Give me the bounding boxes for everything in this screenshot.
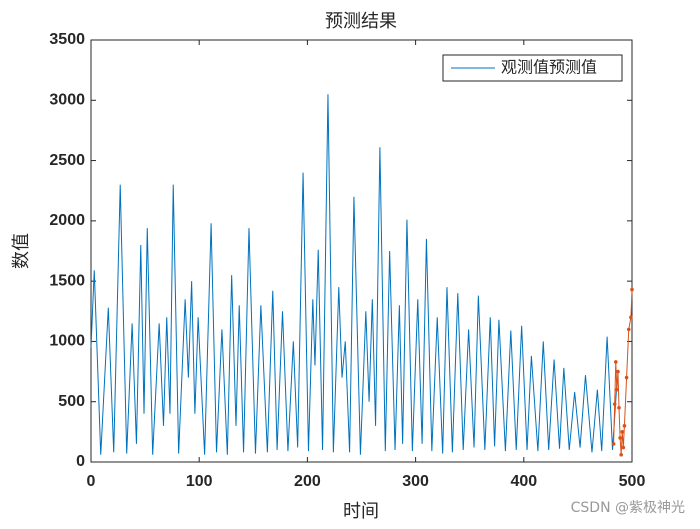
- data-point: [616, 369, 620, 374]
- data-point: [619, 452, 623, 457]
- data-point: [613, 360, 618, 364]
- x-tick-label: 0: [87, 473, 96, 490]
- data-point: [617, 405, 621, 410]
- x-tick-label: 500: [619, 473, 646, 490]
- x-axis-label: 时间: [343, 501, 379, 522]
- x-tick-label: 200: [294, 473, 321, 490]
- y-tick-label: 2000: [49, 212, 85, 229]
- data-point: [620, 430, 625, 434]
- data-point: [624, 375, 629, 380]
- watermark: CSDN @紫极神光: [571, 500, 685, 516]
- y-tick-label: 1000: [49, 333, 85, 350]
- data-point: [621, 445, 626, 450]
- x-tick-label: 300: [402, 473, 429, 490]
- y-tick-label: 1500: [49, 272, 85, 289]
- chart-title: 预测结果: [325, 11, 397, 32]
- data-point: [622, 424, 627, 428]
- data-point: [611, 442, 616, 446]
- legend-label: 观测值预测值: [501, 58, 597, 77]
- y-tick-label: 500: [58, 393, 85, 410]
- y-axis-label: 数值: [11, 233, 32, 269]
- x-tick-label: 400: [510, 473, 537, 490]
- data-point: [612, 402, 617, 406]
- y-tick-label: 3000: [49, 92, 85, 109]
- data-point: [618, 436, 622, 440]
- x-tick-label: 100: [186, 473, 213, 490]
- y-tick-label: 2500: [49, 152, 85, 169]
- y-tick-label: 0: [76, 453, 85, 470]
- data-line: [90, 94, 618, 455]
- data-point: [630, 287, 634, 292]
- data-point: [629, 315, 633, 320]
- data-point: [626, 327, 631, 332]
- y-tick-label: 3500: [49, 31, 85, 48]
- data-point: [615, 387, 619, 392]
